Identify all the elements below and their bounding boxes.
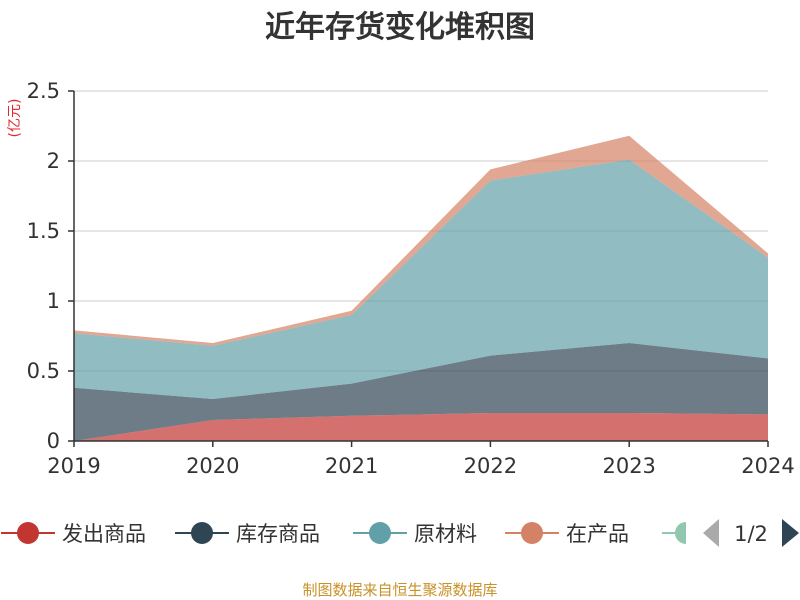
x-tick-label: 2019 bbox=[47, 454, 100, 478]
legend-page-indicator: 1/2 bbox=[734, 522, 768, 546]
legend-item[interactable]: 原材料 bbox=[353, 522, 477, 546]
legend-prev-page-icon[interactable] bbox=[703, 519, 719, 547]
source-note: 制图数据来自恒生聚源数据库 bbox=[302, 581, 497, 599]
legend-item[interactable]: 发出商品 bbox=[1, 522, 146, 546]
axes: 0 0.5 1 1.5 2 2.5 2019 2020 2021 2022 2023 2024 bbox=[27, 79, 795, 478]
x-tick-label: 2020 bbox=[186, 454, 239, 478]
legend-marker-icon bbox=[191, 522, 213, 544]
y-tick-label: 1.5 bbox=[27, 219, 60, 243]
x-tick-label: 2021 bbox=[325, 454, 378, 478]
legend-label: 在产品 bbox=[566, 522, 629, 546]
y-tick-label: 0.5 bbox=[27, 359, 60, 383]
legend-label: 发出商品 bbox=[62, 522, 146, 546]
area-2[interactable] bbox=[74, 159, 768, 399]
legend-marker-icon bbox=[17, 522, 39, 544]
legend-label: 原材料 bbox=[414, 522, 477, 546]
legend-marker-icon bbox=[369, 522, 391, 544]
y-tick-label: 1 bbox=[47, 289, 60, 313]
legend-item[interactable]: 库存商品 bbox=[175, 522, 320, 546]
legend-marker-icon bbox=[675, 522, 686, 544]
legend-item[interactable]: 在产品 bbox=[505, 522, 629, 546]
legend-label: 库存商品 bbox=[236, 522, 320, 546]
legend[interactable]: 发出商品 库存商品 原材料 在产品 1/2 bbox=[1, 519, 799, 547]
area-series-layer bbox=[74, 135, 768, 441]
y-tick-label: 2 bbox=[47, 149, 60, 173]
y-axis-unit-label: (亿元) bbox=[7, 99, 23, 138]
legend-marker-icon bbox=[521, 522, 543, 544]
x-tick-label: 2023 bbox=[602, 454, 655, 478]
legend-item-partial[interactable] bbox=[662, 522, 686, 544]
x-tick-label: 2024 bbox=[741, 454, 794, 478]
area-0[interactable] bbox=[74, 413, 768, 441]
area-1[interactable] bbox=[74, 343, 768, 441]
legend-next-page-icon[interactable] bbox=[782, 519, 799, 547]
y-tick-label: 0 bbox=[47, 429, 60, 453]
y-tick-label: 2.5 bbox=[27, 79, 60, 103]
chart-title: 近年存货变化堆积图 bbox=[265, 10, 535, 45]
area-3[interactable] bbox=[74, 135, 768, 346]
x-tick-label: 2022 bbox=[464, 454, 517, 478]
